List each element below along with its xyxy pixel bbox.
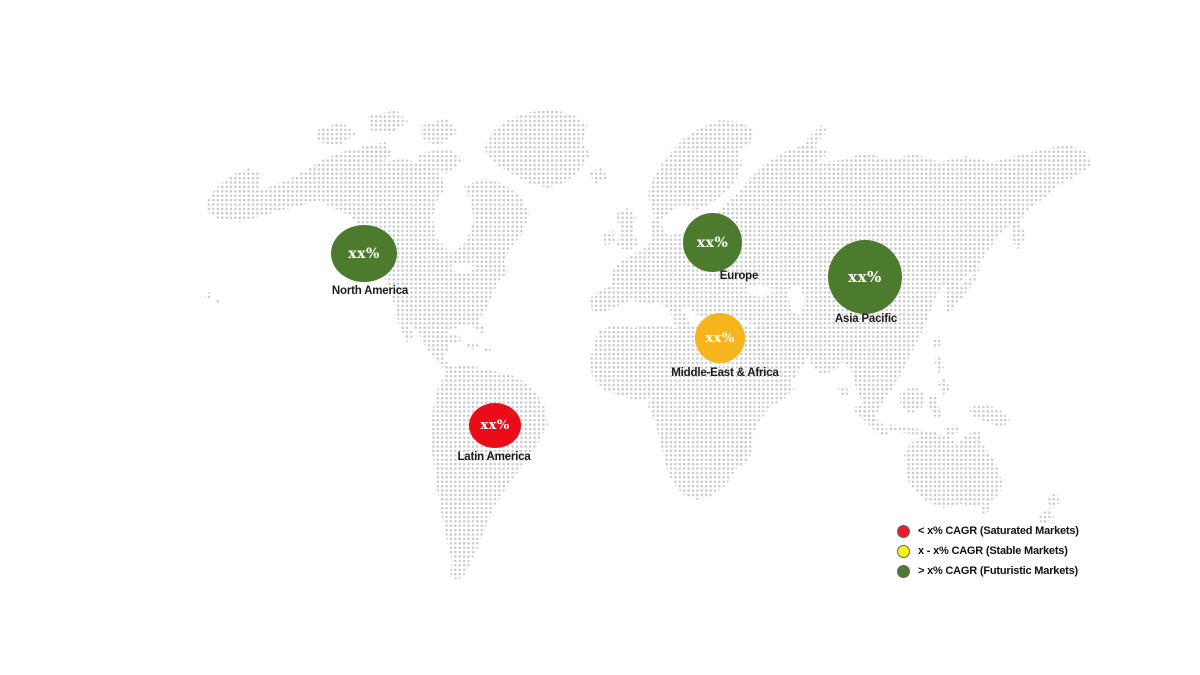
legend-dot-futuristic bbox=[897, 564, 910, 578]
indonesia bbox=[853, 386, 1010, 438]
cagr-legend: < x% CAGR (Saturated Markets) x - x% CAG… bbox=[897, 521, 1079, 581]
legend-row-stable: x - x% CAGR (Stable Markets) bbox=[897, 541, 1079, 561]
region-bubble-latin-america: xx% bbox=[469, 403, 521, 448]
japan bbox=[944, 260, 980, 314]
legend-label-saturated: < x% CAGR (Saturated Markets) bbox=[918, 525, 1079, 537]
region-bubble-asia-pacific: xx% bbox=[828, 240, 902, 314]
region-label-latin-america: Latin America bbox=[457, 451, 531, 463]
arabian-peninsula bbox=[750, 322, 812, 390]
caribbean-islands bbox=[440, 334, 491, 352]
legend-row-saturated: < x% CAGR (Saturated Markets) bbox=[897, 521, 1079, 541]
region-bubble-middle-east-africa: xx% bbox=[695, 313, 745, 363]
region-value-latin-america: xx% bbox=[480, 418, 510, 433]
region-value-north-america: xx% bbox=[348, 245, 380, 262]
philippines bbox=[932, 336, 950, 396]
continent-africa bbox=[590, 324, 795, 500]
hawaii-islands bbox=[204, 292, 221, 304]
continent-south-america bbox=[431, 364, 548, 581]
sri-lanka bbox=[838, 384, 849, 398]
region-value-asia-pacific: xx% bbox=[848, 268, 882, 286]
legend-row-futuristic: > x% CAGR (Futuristic Markets) bbox=[897, 561, 1079, 581]
region-label-middle-east-africa: Middle-East & Africa bbox=[671, 367, 779, 379]
legend-label-futuristic: > x% CAGR (Futuristic Markets) bbox=[918, 565, 1078, 577]
australia bbox=[904, 432, 1002, 514]
madagascar bbox=[736, 430, 754, 468]
region-label-europe: Europe bbox=[719, 270, 759, 282]
legend-label-stable: x - x% CAGR (Stable Markets) bbox=[918, 545, 1068, 557]
british-isles bbox=[603, 208, 638, 252]
region-bubble-europe: xx% bbox=[683, 213, 742, 272]
arctic-islands bbox=[316, 110, 464, 174]
greenland bbox=[484, 110, 608, 188]
region-value-middle-east-africa: xx% bbox=[705, 330, 735, 346]
region-label-north-america: North America bbox=[331, 285, 409, 297]
legend-dot-saturated bbox=[897, 524, 910, 538]
region-bubble-north-america: xx% bbox=[331, 225, 397, 282]
legend-dot-stable bbox=[897, 544, 910, 558]
scandinavia bbox=[648, 120, 754, 220]
continent-north-america bbox=[206, 146, 530, 374]
new-zealand bbox=[1038, 492, 1060, 526]
region-value-europe: xx% bbox=[696, 234, 729, 251]
region-label-asia-pacific: Asia Pacific bbox=[834, 313, 898, 325]
